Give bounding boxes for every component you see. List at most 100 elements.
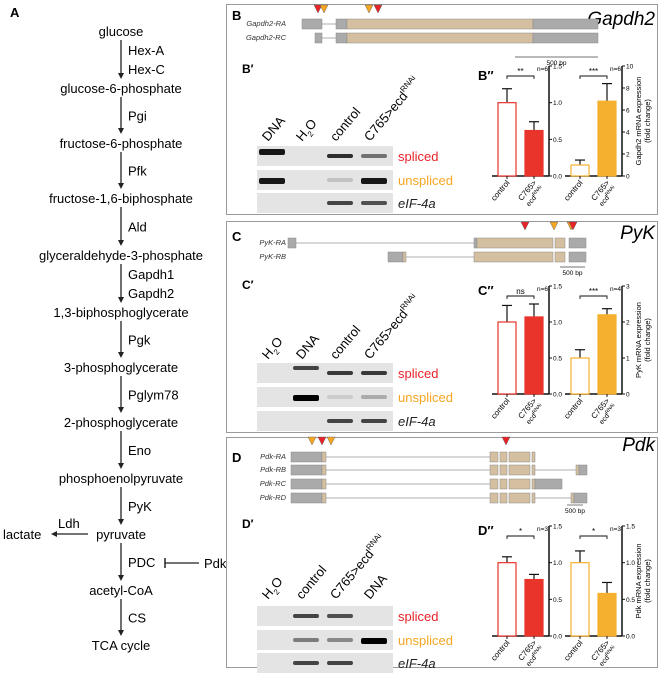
gel-band xyxy=(293,614,319,618)
utr-exon xyxy=(335,18,348,30)
enzyme-ldh: Ldh xyxy=(58,516,80,531)
metabolite-7: 2-phosphoglycerate xyxy=(64,415,178,430)
significance-label: * xyxy=(519,527,522,536)
utr-exon xyxy=(532,18,599,30)
coding-exon xyxy=(489,492,499,504)
x-label-line1: control xyxy=(562,178,584,202)
significance-bracket xyxy=(579,295,608,299)
y-tick-label: 0.0 xyxy=(553,392,562,399)
primer-triangle-orange xyxy=(364,4,374,14)
coding-exon xyxy=(531,451,536,463)
gel-strip xyxy=(257,630,393,650)
y-tick-label: 0.0 xyxy=(553,634,562,641)
primer-triangle-red xyxy=(501,436,511,446)
y-axis-title-line1: Gapdh2 mRNA expression xyxy=(634,77,643,166)
lane-header: DNA xyxy=(361,571,390,602)
panel-label: D xyxy=(232,450,241,465)
coding-exon xyxy=(476,237,554,249)
utr-exon xyxy=(335,32,348,44)
y-tick-label: 1.5 xyxy=(553,524,562,531)
lane-header: control xyxy=(327,104,364,144)
metabolite-0: glucose xyxy=(99,24,144,39)
gel-strip xyxy=(257,170,393,190)
gel-strip xyxy=(257,193,393,213)
enzyme-label: Gapdh1 xyxy=(128,267,174,282)
primer-triangle-red xyxy=(313,4,323,14)
gel-band xyxy=(259,178,285,184)
x-tick-label: control xyxy=(562,638,584,662)
utr-exon xyxy=(301,18,323,30)
x-label-line1: control xyxy=(489,178,511,202)
gel-band xyxy=(327,371,353,375)
y-tick-label: 6 xyxy=(626,108,630,115)
gel-band xyxy=(327,638,353,642)
reaction-arrow-4-head xyxy=(118,297,124,303)
utr-exon xyxy=(578,464,588,476)
y-tick-label: 8 xyxy=(626,86,630,93)
superscript: RNAi xyxy=(398,291,417,311)
transcript-label: Pdk-RD xyxy=(260,493,287,502)
coding-exon xyxy=(570,492,575,504)
metabolite-9: pyruvate xyxy=(96,527,146,542)
y-tick-label: 0 xyxy=(626,392,630,399)
lane-header: DNA xyxy=(293,331,322,362)
significance-bracket xyxy=(506,535,535,539)
n-label: n=4 xyxy=(610,286,621,293)
bar-control xyxy=(570,164,590,177)
gel-band xyxy=(327,614,353,618)
n-label: n=3 xyxy=(537,526,548,533)
coding-exon xyxy=(321,464,327,476)
coding-exon xyxy=(554,251,566,263)
gel-band xyxy=(259,149,285,155)
coding-exon xyxy=(508,464,531,476)
utr-exon xyxy=(573,492,588,504)
reaction-arrow-5-head xyxy=(118,352,124,358)
panel-box-b xyxy=(226,4,658,215)
y-tick-label: 3 xyxy=(626,284,630,291)
metabolite-lactate: lactate xyxy=(3,527,41,542)
gel-band xyxy=(361,638,387,644)
panel-box-c xyxy=(226,221,658,433)
n-label: n=6 xyxy=(610,66,621,73)
bar-c765 xyxy=(524,129,544,177)
y-axis-title-line2: (fold change) xyxy=(643,99,652,143)
utr-exon xyxy=(532,32,599,44)
gel-band xyxy=(293,661,319,665)
bar-c765 xyxy=(524,578,544,637)
n-label: n=6 xyxy=(537,286,548,293)
y-tick-label: 0 xyxy=(626,174,630,181)
gel-band xyxy=(327,201,353,205)
y-tick-label: 2 xyxy=(626,152,630,159)
reaction-arrow-10-head xyxy=(118,630,124,636)
significance-bracket xyxy=(506,295,535,299)
enzyme-label: Pgk xyxy=(128,333,151,348)
reaction-arrow-3-head xyxy=(118,240,124,246)
gel-band xyxy=(327,154,353,158)
reaction-arrow-1-head xyxy=(118,128,124,134)
y-tick-label: 0.0 xyxy=(553,174,562,181)
coding-exon xyxy=(321,478,327,490)
gene-title: Gapdh2 xyxy=(587,9,655,30)
x-tick-label: control xyxy=(562,178,584,202)
y-tick-label: 1.0 xyxy=(553,560,562,567)
x-label-line1: control xyxy=(562,638,584,662)
panel-label: B xyxy=(232,8,241,23)
y-tick-label: 1.5 xyxy=(553,284,562,291)
primer-triangle-red xyxy=(317,436,327,446)
y-tick-label: 1.0 xyxy=(626,560,635,567)
lane-header: C765>ecdRNAi xyxy=(360,73,423,143)
scale-bar-label: 500 bp xyxy=(565,508,585,515)
coding-exon xyxy=(346,32,534,44)
coding-exon xyxy=(321,492,327,504)
reaction-arrow-7-head xyxy=(118,463,124,469)
metabolite-5: 1,3-biphosphoglycerate xyxy=(53,305,188,320)
ldh-arrow-head xyxy=(51,531,57,537)
y-tick-label: 1.5 xyxy=(626,524,635,531)
metabolite-6: 3-phosphoglycerate xyxy=(64,360,178,375)
superscript: RNAi xyxy=(398,73,417,93)
y-axis-title: PyK mRNA expression(fold change) xyxy=(634,302,652,378)
enzyme-label: Hex-C xyxy=(128,62,165,77)
metabolite-4: glyceraldehyde-3-phosphate xyxy=(39,248,203,263)
